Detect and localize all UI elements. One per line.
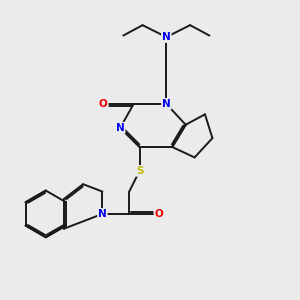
Text: N: N (162, 99, 171, 109)
Text: O: O (154, 209, 163, 219)
Text: S: S (136, 166, 143, 176)
Text: N: N (162, 32, 171, 42)
Text: N: N (116, 123, 125, 133)
Text: N: N (98, 209, 107, 219)
Text: O: O (99, 99, 108, 109)
